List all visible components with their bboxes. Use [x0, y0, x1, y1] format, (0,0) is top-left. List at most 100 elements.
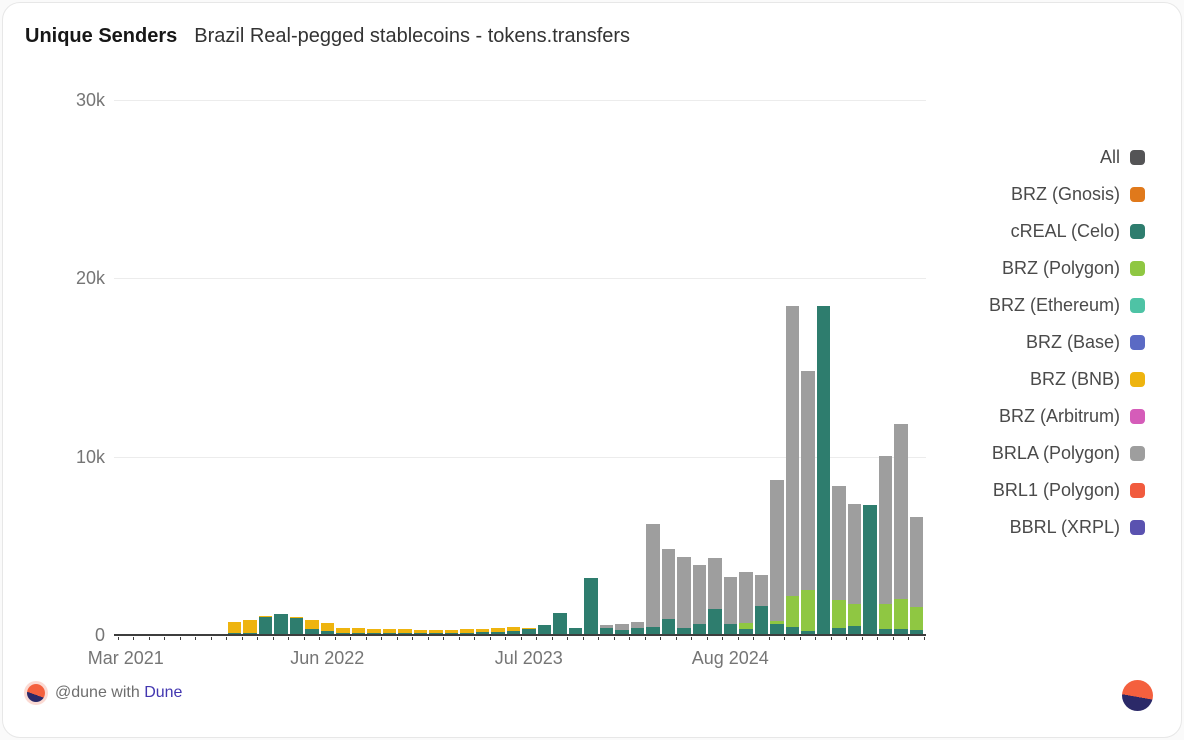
legend-item[interactable]: BRZ (Arbitrum) — [989, 398, 1145, 435]
bar-segment[interactable] — [599, 628, 613, 634]
bar-segment[interactable] — [444, 632, 458, 634]
bar-segment[interactable] — [909, 607, 923, 634]
bar-segment[interactable] — [289, 617, 303, 634]
bar-segment[interactable] — [568, 627, 582, 634]
legend-item[interactable]: BRZ (Ethereum) — [989, 287, 1145, 324]
bar-segment[interactable] — [460, 629, 474, 634]
axis-tick — [830, 637, 832, 640]
bar-segment[interactable] — [413, 632, 427, 634]
bar-segment[interactable] — [646, 626, 660, 634]
bar-segment[interactable] — [460, 632, 474, 634]
bar-segment[interactable] — [739, 628, 753, 634]
bar-segment[interactable] — [661, 618, 675, 634]
legend-item[interactable]: All — [989, 139, 1145, 176]
bar-segment[interactable] — [801, 630, 815, 634]
bar-segment[interactable] — [413, 629, 427, 634]
bar-segment[interactable] — [708, 609, 722, 634]
bar-segment[interactable] — [274, 614, 288, 634]
bar-segment[interactable] — [351, 632, 365, 634]
bar-segment[interactable] — [863, 505, 877, 634]
bar-segment[interactable] — [491, 631, 505, 634]
bar-segment[interactable] — [878, 455, 892, 634]
dune-logo-icon[interactable] — [1122, 680, 1153, 711]
legend-item[interactable]: BBRL (XRPL) — [989, 509, 1145, 546]
bar-segment[interactable] — [243, 632, 257, 634]
bar-segment[interactable] — [878, 603, 892, 634]
bar-segment[interactable] — [398, 629, 412, 634]
legend-item[interactable]: BRZ (BNB) — [989, 361, 1145, 398]
bar-segment[interactable] — [785, 595, 799, 634]
bar-segment[interactable] — [801, 370, 815, 634]
bar-segment[interactable] — [801, 590, 815, 634]
bar-segment[interactable] — [677, 557, 691, 634]
bar-segment[interactable] — [382, 632, 396, 634]
bar-segment[interactable] — [832, 627, 846, 634]
legend-label: BRZ (Polygon) — [1001, 258, 1120, 278]
bar-segment[interactable] — [351, 628, 365, 634]
bar-segment[interactable] — [677, 627, 691, 634]
bar-segment[interactable] — [506, 627, 520, 634]
bar-segment[interactable] — [475, 628, 489, 634]
legend-item[interactable]: cREAL (Celo) — [989, 213, 1145, 250]
axis-tick — [474, 637, 475, 640]
bar-segment[interactable] — [444, 629, 458, 634]
bar-segment[interactable] — [754, 606, 768, 634]
legend-item[interactable]: BRLA (Polygon) — [989, 435, 1145, 472]
bar-segment[interactable] — [615, 629, 629, 634]
legend-item[interactable]: BRL1 (Polygon) — [989, 472, 1145, 509]
axis-tick — [427, 637, 429, 640]
bar-segment[interactable] — [816, 305, 830, 634]
bar-segment[interactable] — [692, 565, 706, 634]
bar-segment[interactable] — [584, 577, 598, 634]
bar-segment[interactable] — [522, 628, 536, 634]
bar-segment[interactable] — [429, 629, 443, 634]
bar-segment[interactable] — [398, 632, 412, 634]
legend-item[interactable]: BRZ (Base) — [989, 324, 1145, 361]
axis-tick — [706, 637, 708, 640]
bar-segment[interactable] — [553, 612, 567, 634]
bar-segment[interactable] — [894, 423, 908, 634]
legend-item[interactable]: BRZ (Gnosis) — [989, 176, 1145, 213]
bar-segment[interactable] — [336, 632, 350, 634]
bar-segment[interactable] — [227, 633, 241, 634]
bar-segment[interactable] — [227, 621, 241, 634]
bar-segment[interactable] — [723, 576, 737, 634]
bar-segment[interactable] — [770, 624, 784, 634]
bar-segment[interactable] — [491, 627, 505, 634]
bar-segment[interactable] — [832, 485, 846, 634]
bar-segment[interactable] — [894, 628, 908, 634]
bar-segment[interactable] — [646, 524, 660, 634]
bar-segment[interactable] — [847, 503, 861, 634]
bar-segment[interactable] — [847, 626, 861, 634]
bar-segment[interactable] — [615, 624, 629, 634]
bar-segment[interactable] — [506, 631, 520, 634]
bar-segment[interactable] — [429, 632, 443, 634]
legend-item[interactable]: BRZ (Polygon) — [989, 250, 1145, 287]
dune-link[interactable]: Dune — [144, 684, 183, 701]
bar-segment[interactable] — [336, 627, 350, 634]
bar-segment[interactable] — [909, 517, 923, 634]
bar-segment[interactable] — [258, 617, 272, 634]
bar-segment[interactable] — [320, 631, 334, 634]
bar-segment[interactable] — [692, 624, 706, 634]
bar-segment[interactable] — [909, 630, 923, 634]
bar-segment[interactable] — [382, 629, 396, 634]
bar-segment[interactable] — [723, 624, 737, 634]
bar-segment[interactable] — [832, 600, 846, 634]
bar-segment[interactable] — [630, 627, 644, 634]
bar-segment[interactable] — [785, 627, 799, 634]
bar-segment[interactable] — [785, 305, 799, 634]
bar-segment[interactable] — [537, 625, 551, 634]
bar-segment[interactable] — [661, 549, 675, 634]
bar-segment[interactable] — [367, 632, 381, 634]
bar-segment[interactable] — [739, 572, 753, 634]
axis-tick — [598, 637, 599, 640]
bar-segment[interactable] — [475, 632, 489, 634]
bar-segment[interactable] — [894, 599, 908, 634]
bar-segment[interactable] — [367, 628, 381, 634]
bar-segment[interactable] — [305, 629, 319, 634]
bar-segment[interactable] — [320, 622, 334, 634]
bar-segment[interactable] — [770, 479, 784, 634]
bar-segment[interactable] — [243, 620, 257, 634]
bar-segment[interactable] — [878, 628, 892, 634]
